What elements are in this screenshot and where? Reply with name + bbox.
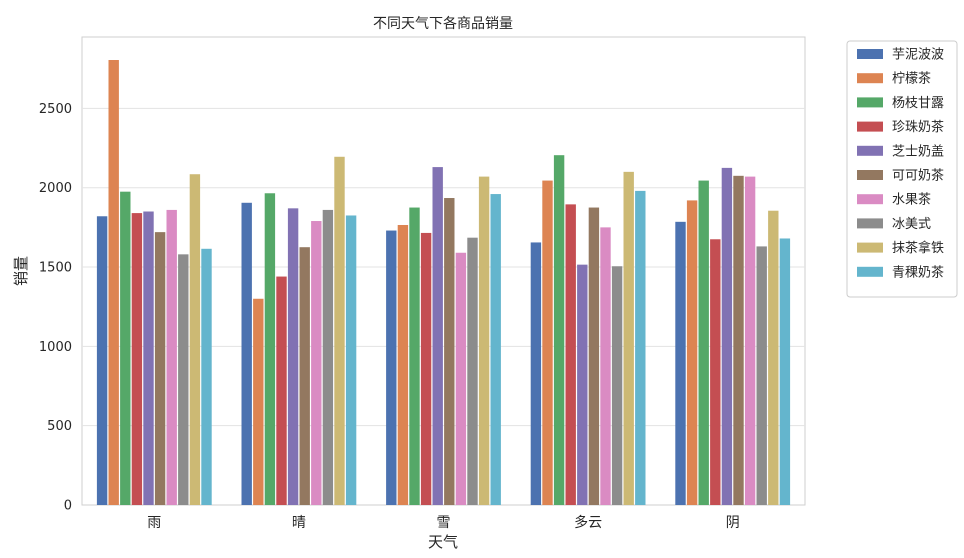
bar xyxy=(478,176,490,505)
y-tick-label: 500 xyxy=(47,419,72,434)
bar xyxy=(756,246,767,506)
y-tick-labels: 0 500 1000 1500 2000 2500 xyxy=(39,102,72,514)
legend-label: 可可奶茶 xyxy=(892,168,944,184)
bar xyxy=(345,215,357,505)
x-tick-label: 阴 xyxy=(726,515,740,531)
bar xyxy=(553,155,565,506)
x-tick-label: 雨 xyxy=(147,515,161,531)
bar xyxy=(698,180,709,505)
bar xyxy=(721,167,733,506)
legend-swatch xyxy=(857,170,883,180)
bar xyxy=(530,242,542,505)
bar xyxy=(334,156,345,505)
bar xyxy=(166,209,177,505)
bar xyxy=(577,264,588,505)
legend-swatch xyxy=(857,145,883,156)
bar xyxy=(178,254,189,505)
bar xyxy=(768,210,779,505)
bar xyxy=(455,252,467,505)
bar xyxy=(675,221,686,505)
y-tick-label: 1500 xyxy=(39,261,72,276)
bar xyxy=(397,224,409,505)
x-tick-label: 晴 xyxy=(292,515,306,531)
legend-label: 芋泥波波 xyxy=(892,48,944,63)
bar xyxy=(432,167,443,505)
x-axis-title: 天气 xyxy=(428,533,458,551)
chart-title: 不同天气下各商品销量 xyxy=(373,16,513,32)
bar xyxy=(490,194,501,506)
legend-swatch xyxy=(857,97,883,108)
legend-label: 芝士奶盖 xyxy=(892,143,944,159)
bars xyxy=(96,60,791,506)
bar xyxy=(287,208,299,506)
bar xyxy=(623,171,634,505)
legend-label: 抹茶拿铁 xyxy=(892,240,944,256)
bar xyxy=(322,209,334,505)
bar xyxy=(420,232,432,506)
bar xyxy=(611,266,623,505)
legend-swatch xyxy=(857,73,883,84)
bar xyxy=(241,202,252,505)
legend-label: 冰美式 xyxy=(892,217,931,232)
legend-swatch xyxy=(857,49,883,59)
bar xyxy=(779,238,791,505)
bar xyxy=(201,248,212,505)
bar xyxy=(276,276,287,505)
bar xyxy=(588,207,600,506)
bar xyxy=(189,174,201,505)
legend-label: 珍珠奶茶 xyxy=(892,119,944,135)
y-tick-label: 2500 xyxy=(39,102,72,117)
bar xyxy=(409,207,420,506)
y-axis-title: 销量 xyxy=(12,256,30,286)
bar xyxy=(108,60,119,506)
y-tick-label: 1000 xyxy=(39,340,72,355)
bar xyxy=(386,230,397,505)
bar xyxy=(733,175,744,506)
bar xyxy=(686,200,698,506)
legend-label: 水果茶 xyxy=(892,192,931,208)
bar xyxy=(120,191,131,505)
legend-label: 柠檬茶 xyxy=(892,71,931,87)
legend-swatch xyxy=(857,121,883,132)
bar xyxy=(154,232,166,505)
legend-swatch xyxy=(857,194,883,205)
bar xyxy=(264,193,276,505)
y-tick-label: 2000 xyxy=(39,181,72,196)
bar xyxy=(600,227,611,506)
bar xyxy=(253,298,264,505)
legend-swatch xyxy=(857,242,883,253)
bar xyxy=(744,176,756,505)
bar xyxy=(311,221,322,506)
bar xyxy=(96,216,108,505)
x-tick-label: 雪 xyxy=(437,515,451,531)
bar xyxy=(143,211,154,505)
bar xyxy=(444,198,455,505)
bar xyxy=(299,247,310,506)
bar xyxy=(565,204,576,505)
legend-swatch xyxy=(857,266,883,277)
legend-label: 杨枝甘露 xyxy=(892,96,944,111)
bar xyxy=(542,180,553,505)
x-tick-label: 多云 xyxy=(574,514,602,531)
bar xyxy=(710,239,721,505)
x-tick-labels: 雨 晴 雪 多云 阴 xyxy=(147,514,739,531)
bar xyxy=(467,237,478,505)
bar xyxy=(131,213,143,505)
legend-swatch xyxy=(857,218,883,229)
legend-label: 青稞奶茶 xyxy=(892,264,944,280)
bar xyxy=(635,190,646,505)
y-tick-label: 0 xyxy=(64,499,72,514)
